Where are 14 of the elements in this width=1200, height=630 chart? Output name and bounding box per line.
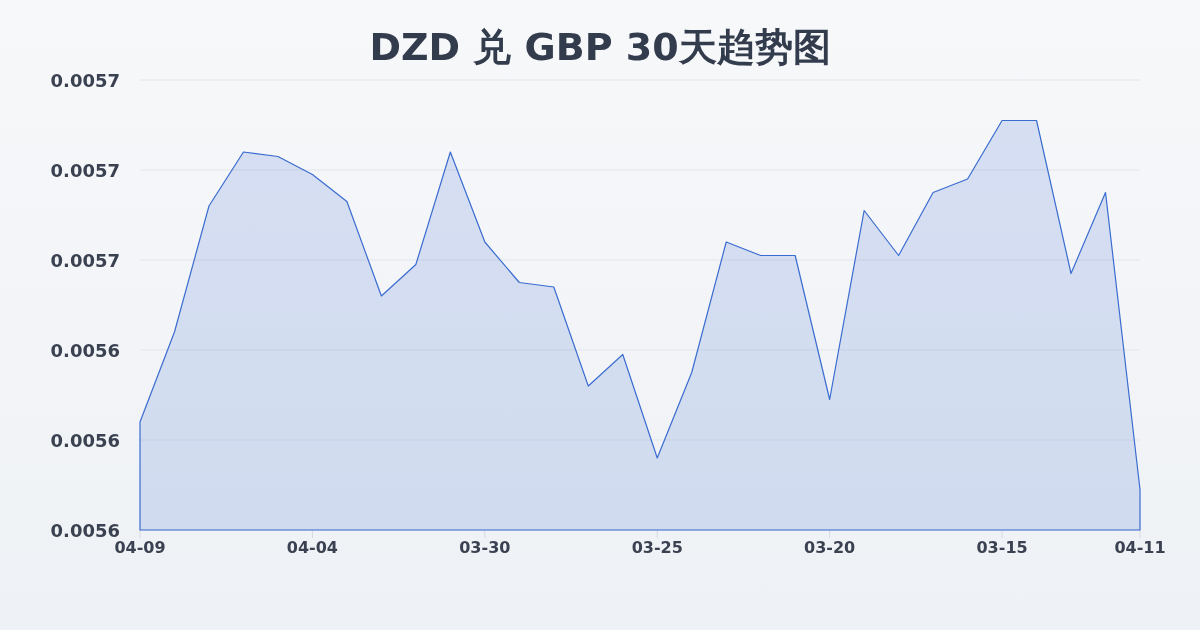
chart-title: DZD 兑 GBP 30天趋势图 [369,25,831,69]
x-tick-label: 04-04 [286,538,338,557]
x-tick-label: 04-09 [114,538,166,557]
x-tick-label: 03-25 [631,538,683,557]
x-tick-label: 04-11 [1114,538,1166,557]
y-tick-label: 0.0056 [50,429,120,451]
y-tick-label: 0.0057 [50,249,120,271]
x-tick-label: 03-15 [976,538,1028,557]
x-tick-label: 03-20 [804,538,856,557]
y-tick-label: 0.0056 [50,519,120,541]
y-tick-label: 0.0056 [50,339,120,361]
y-tick-label: 0.0057 [50,159,120,181]
x-tick-label: 03-30 [459,538,511,557]
y-tick-label: 0.0057 [50,69,120,91]
